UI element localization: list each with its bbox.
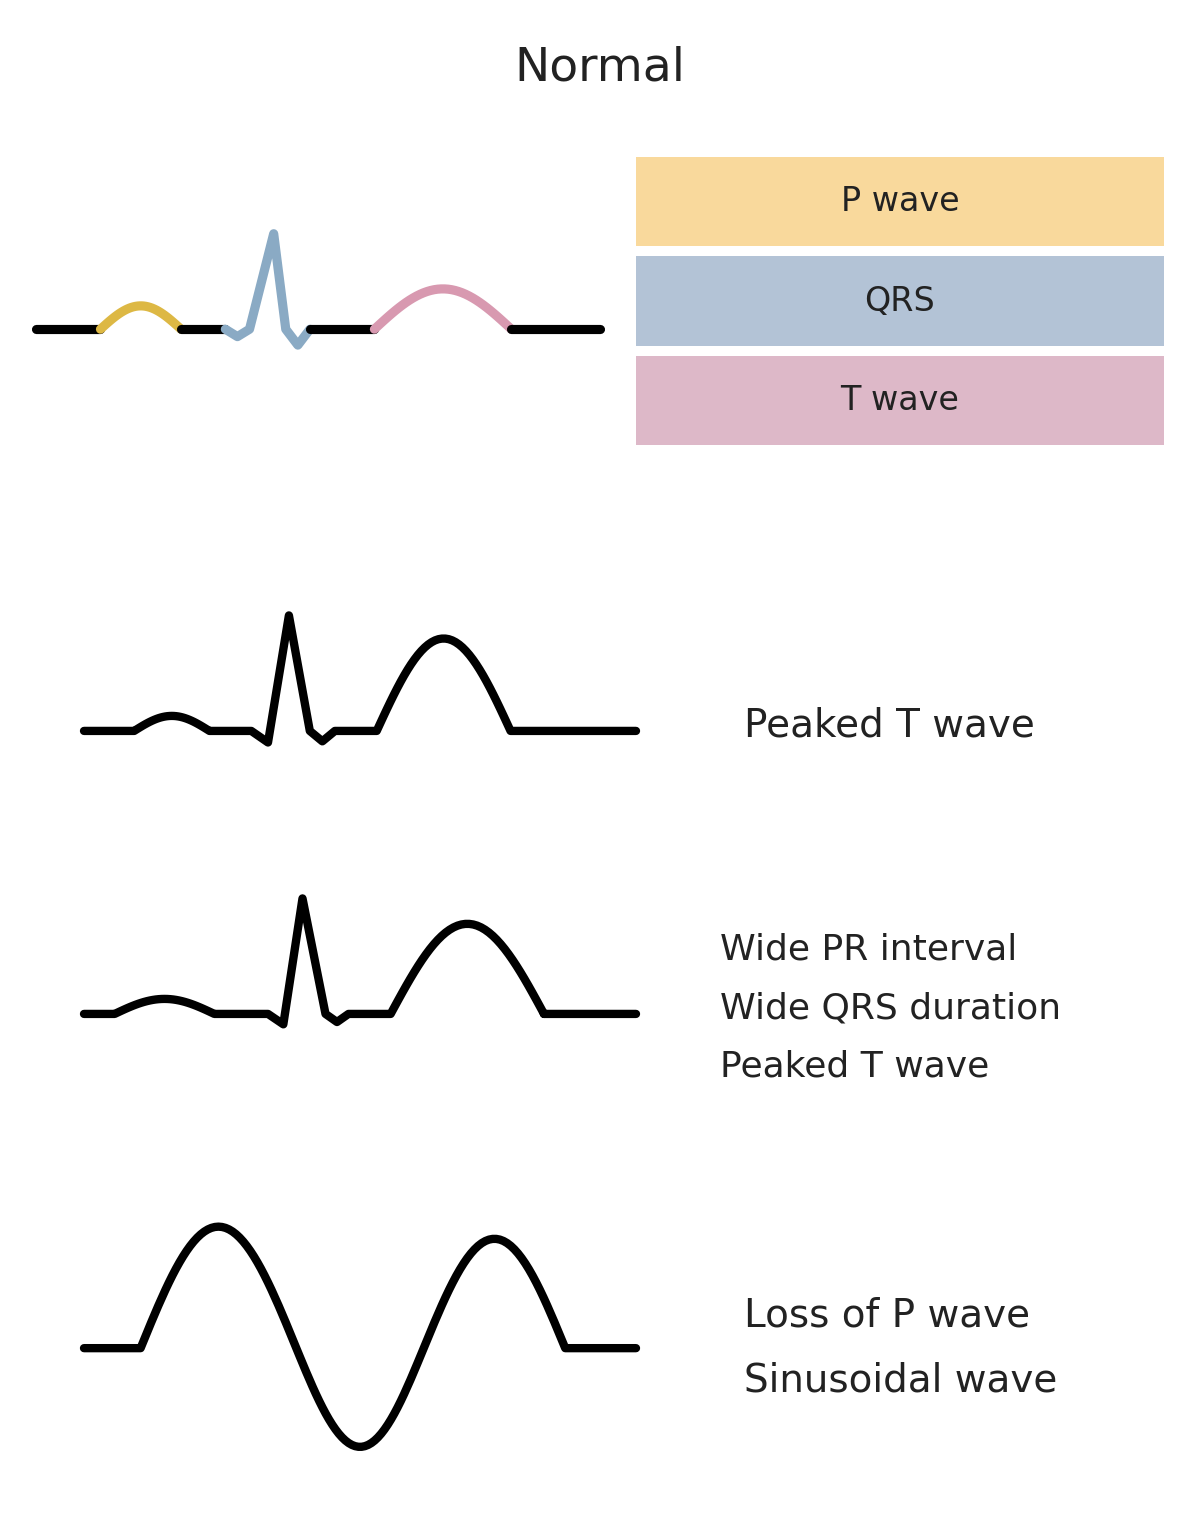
Text: Loss of P wave
Sinusoidal wave: Loss of P wave Sinusoidal wave — [744, 1297, 1057, 1400]
Text: T wave: T wave — [840, 384, 960, 417]
Text: P wave: P wave — [841, 185, 959, 218]
Text: Wide PR interval
Wide QRS duration
Peaked T wave: Wide PR interval Wide QRS duration Peake… — [720, 934, 1061, 1083]
Text: QRS: QRS — [865, 285, 935, 317]
Text: Peaked T wave: Peaked T wave — [744, 706, 1034, 744]
Text: Normal: Normal — [515, 46, 685, 91]
Bar — [636, 257, 1164, 346]
Text: Increasing severity of hyperkalemia: Increasing severity of hyperkalemia — [227, 503, 973, 546]
Bar — [636, 355, 1164, 444]
Bar — [636, 157, 1164, 246]
